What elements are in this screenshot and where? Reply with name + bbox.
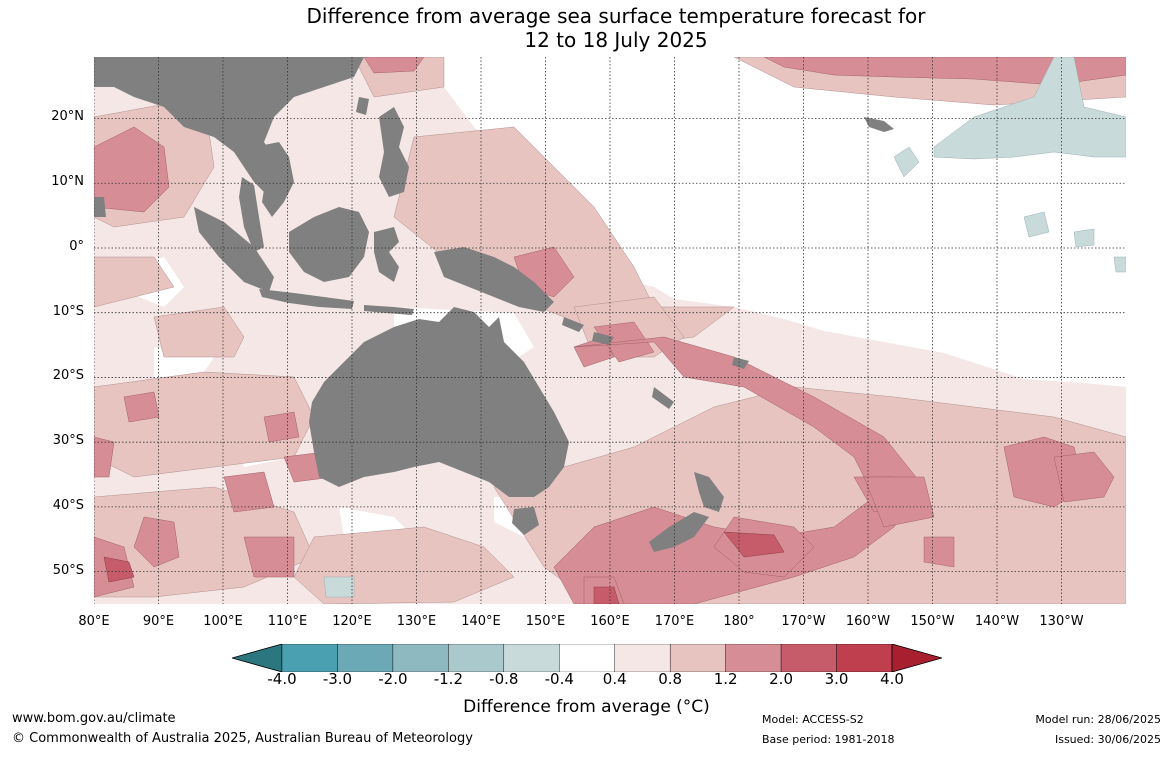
colorbar-tick-label: 0.8 [658, 670, 683, 688]
colorbar-segment [392, 644, 449, 672]
colorbar-tick-label: -0.8 [489, 670, 519, 688]
longitude-label: 80°E [78, 614, 110, 629]
colorbar-segment [669, 644, 726, 672]
land-new-zealand-south [649, 512, 709, 552]
colorbar-segment [448, 644, 505, 672]
colorbar-tick-label: 2.0 [769, 670, 793, 688]
footer-copyright: © Commonwealth of Australia 2025, Austra… [12, 731, 473, 746]
colorbar-tick-label: -3.0 [322, 670, 353, 688]
colorbar-segment [503, 644, 560, 672]
latitude-label: 30°S [52, 433, 84, 449]
colorbar [232, 644, 942, 672]
title-line-1: Difference from average sea surface temp… [306, 4, 926, 28]
longitude-label: 170°W [781, 614, 826, 629]
footer-website: www.bom.gov.au/climate [12, 711, 176, 726]
latitude-label: 0° [69, 238, 84, 254]
longitude-label: 150°W [910, 614, 955, 629]
latitude-label: 40°S [52, 497, 84, 513]
land-sri-lanka-myanmar [94, 197, 106, 217]
latitude-label: 10°N [51, 174, 84, 190]
land-new-guinea [434, 247, 554, 312]
land-borneo [289, 207, 369, 282]
cool-regions [323, 57, 1126, 598]
longitude-label: 140°E [461, 614, 501, 629]
colorbar-extend-low [232, 644, 283, 672]
land-sumatra [194, 207, 274, 292]
graticule-lines [94, 57, 1126, 604]
land-asia [94, 57, 364, 197]
colorbar-segment [780, 644, 837, 672]
map-title: Difference from average sea surface temp… [0, 4, 1173, 52]
land-australia [309, 307, 569, 497]
longitude-label: 100°E [203, 614, 243, 629]
land-sulawesi [374, 227, 399, 282]
footer-issued: Issued: 30/06/2025 [1054, 733, 1161, 746]
latitude-label: 10°S [52, 303, 84, 319]
colorbar-segment [836, 644, 893, 672]
colorbar-tick-label: -4.0 [267, 670, 297, 688]
land-masses [94, 57, 894, 552]
colorbar-extend-high [891, 644, 942, 672]
colorbar-tick-label: -1.2 [433, 670, 463, 688]
colorbar-tick-label: 1.2 [713, 670, 738, 688]
land-tasmania [512, 507, 539, 535]
longitude-label: 90°E [142, 614, 175, 629]
colorbar-segment [725, 644, 782, 672]
warm-strong-regions [94, 57, 1126, 604]
sst-anomaly-map [94, 57, 1126, 604]
colorbar-segment [337, 644, 394, 672]
colorbar-title: Difference from average (°C) [463, 697, 710, 717]
land-philippines [379, 107, 409, 197]
land-java [259, 289, 354, 309]
colorbar-tick-label: 0.4 [602, 670, 627, 688]
land-indochina [254, 142, 294, 217]
latitude-label: 50°S [52, 562, 84, 578]
colorbar-segment [281, 644, 338, 672]
longitude-label: 180° [723, 614, 755, 629]
footer-base-period: Base period: 1981-2018 [762, 733, 895, 746]
longitude-label: 160°W [845, 614, 891, 629]
longitude-label: 140°W [974, 614, 1020, 629]
longitude-label: 120°E [332, 614, 372, 629]
colorbar-tick-label: -2.0 [378, 670, 408, 688]
land-malay-peninsula [239, 177, 264, 252]
colorbar-segment [559, 644, 615, 672]
latitude-label: 20°N [51, 109, 84, 125]
longitude-label: 130°E [396, 614, 437, 629]
colorbar-tick-label: -0.4 [544, 670, 574, 688]
colorbar-tick-label: 4.0 [880, 670, 904, 688]
colorbar-tick-label: 3.0 [824, 670, 849, 688]
colorbar-segment [614, 644, 671, 672]
longitude-label: 150°E [525, 614, 566, 629]
footer-model-run: Model run: 28/06/2025 [1035, 713, 1161, 726]
title-line-2: 12 to 18 July 2025 [524, 28, 708, 52]
longitude-label: 170°E [654, 614, 695, 629]
land-new-zealand-north [694, 472, 724, 512]
longitude-label: 110°E [267, 614, 308, 629]
longitude-label: 160°E [590, 614, 630, 629]
longitude-label: 130°W [1039, 614, 1084, 629]
latitude-label: 20°S [52, 368, 84, 384]
footer-model: Model: ACCESS-S2 [762, 713, 864, 726]
